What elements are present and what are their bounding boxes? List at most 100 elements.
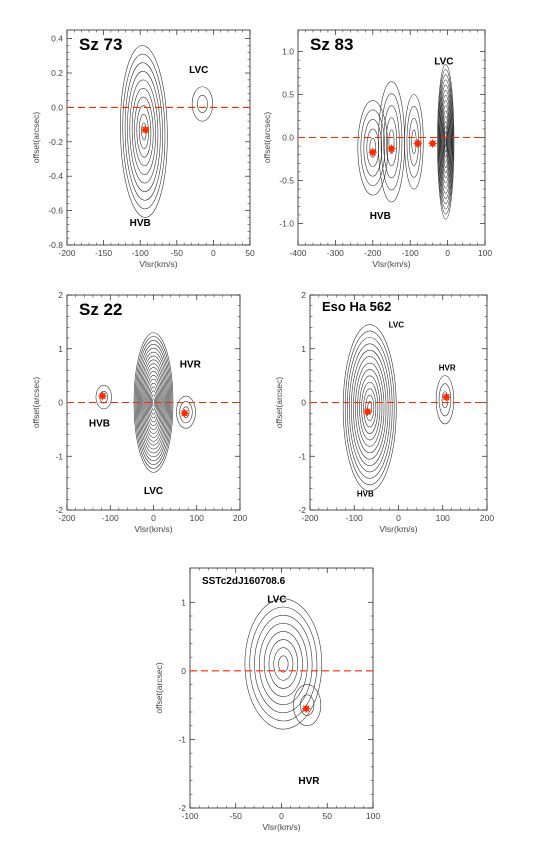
x-tick-label: 50 xyxy=(323,811,333,821)
y-tick-label: 0.4 xyxy=(51,34,63,44)
contour-level xyxy=(344,330,395,486)
contour-level xyxy=(129,79,159,184)
contour-level xyxy=(95,385,112,410)
peak-marker xyxy=(412,138,423,149)
contour-level xyxy=(440,95,451,189)
component-label: LVC xyxy=(434,56,453,67)
contour-level xyxy=(299,694,315,716)
contour-level xyxy=(369,138,377,158)
component-label: HVR xyxy=(298,776,320,787)
panel-5: -100 -50 0 50 100 1 0 -1 -2 Vlsr(km/s) offset(arcs… xyxy=(154,567,380,832)
panel-3: -200 -100 0 100 200 2 1 0 -1 -2 Vlsr(km/s) offset(a… xyxy=(31,290,247,534)
contour-level xyxy=(293,684,322,727)
contour-level xyxy=(361,381,379,434)
y-tick-label: -0.8 xyxy=(48,240,63,250)
contour-level xyxy=(439,84,453,199)
contour-level xyxy=(138,113,149,149)
contour-level xyxy=(268,639,299,689)
contour-level xyxy=(444,131,448,153)
contour-level xyxy=(355,362,385,454)
x-tick-label: -300 xyxy=(327,248,344,258)
contour-level xyxy=(438,74,454,210)
contour-level xyxy=(365,394,375,421)
component-label: LVC xyxy=(189,65,208,76)
contour-level xyxy=(385,117,398,167)
contour-level xyxy=(443,126,448,158)
contour-level xyxy=(435,375,455,425)
contour-level xyxy=(380,93,403,191)
contour-level xyxy=(122,53,166,210)
contour-level xyxy=(437,64,455,220)
contour-level xyxy=(254,614,313,714)
x-tick-label: -50 xyxy=(171,248,184,258)
contour-level xyxy=(406,106,422,178)
component-label: LVC xyxy=(144,486,163,497)
y-tick-label: -2 xyxy=(298,505,306,515)
contour-level xyxy=(197,95,208,113)
contour-level xyxy=(444,136,447,148)
contour-level xyxy=(357,100,389,196)
y-axis-label: offset(arcsec) xyxy=(31,112,41,164)
component-label: HVB xyxy=(357,490,374,499)
contour-level xyxy=(441,105,450,179)
component-label: HVR xyxy=(180,360,202,371)
y-tick-label: -0.4 xyxy=(48,171,63,181)
y-tick-label: 0 xyxy=(58,398,63,408)
x-tick-label: 50 xyxy=(245,248,255,258)
contour-level xyxy=(360,109,386,186)
contour-level xyxy=(353,356,387,460)
y-tick-label: 0.2 xyxy=(51,68,63,78)
contour-level xyxy=(191,86,213,122)
contour-level xyxy=(124,62,163,201)
contour-level xyxy=(141,359,166,446)
contour-level xyxy=(437,69,454,215)
x-tick-label: 100 xyxy=(436,513,450,523)
contour-level xyxy=(363,388,377,428)
x-tick-label: 100 xyxy=(366,811,380,821)
y-tick-label: -1 xyxy=(178,734,186,744)
contour-level xyxy=(349,343,391,473)
contour-level xyxy=(443,120,449,163)
contour-level xyxy=(383,105,400,179)
y-axis-label: offset(arcsec) xyxy=(154,662,164,714)
contour-level xyxy=(442,115,449,168)
contour-level xyxy=(134,96,154,167)
panel-title: Sz 83 xyxy=(310,35,353,54)
y-tick-label: 0 xyxy=(181,666,186,676)
contour-level xyxy=(143,367,164,438)
contour-level xyxy=(342,324,397,492)
contours xyxy=(244,598,323,730)
x-axis-label: Vlsr(km/s) xyxy=(372,259,410,269)
x-tick-label: 0 xyxy=(211,248,216,258)
contour-level xyxy=(346,337,393,479)
y-tick-label: 0.0 xyxy=(51,102,63,112)
x-tick-label: -200 xyxy=(58,248,75,258)
y-tick-label: -2 xyxy=(178,803,186,813)
contour-level xyxy=(179,401,193,424)
x-tick-label: -200 xyxy=(58,513,75,523)
y-tick-label: -0.2 xyxy=(48,137,63,147)
x-tick-label: -200 xyxy=(301,513,318,523)
x-tick-label: 0 xyxy=(445,248,450,258)
component-label: HVB xyxy=(370,211,391,222)
x-tick-label: -200 xyxy=(364,248,381,258)
peak-marker xyxy=(427,138,438,149)
component-label: LVC xyxy=(267,594,286,605)
plot-frame xyxy=(66,29,251,246)
contour-level xyxy=(120,45,168,218)
contour-level xyxy=(249,606,318,722)
panel-title: Sz 22 xyxy=(79,300,122,319)
x-axis-label: Vlsr(km/s) xyxy=(379,524,417,534)
x-tick-label: -400 xyxy=(289,248,306,258)
y-tick-label: -0.6 xyxy=(48,206,63,216)
peak-marker xyxy=(362,406,373,417)
contour-level xyxy=(366,128,380,168)
peak-marker xyxy=(441,392,452,402)
x-tick-label: 200 xyxy=(233,513,247,523)
x-tick-label: 200 xyxy=(480,513,494,523)
component-label: HVB xyxy=(89,419,110,430)
x-axis-label: Vlsr(km/s) xyxy=(134,524,172,534)
contour-level xyxy=(273,647,294,681)
contour-level xyxy=(404,94,424,190)
x-axis-label: Vlsr(km/s) xyxy=(139,259,177,269)
